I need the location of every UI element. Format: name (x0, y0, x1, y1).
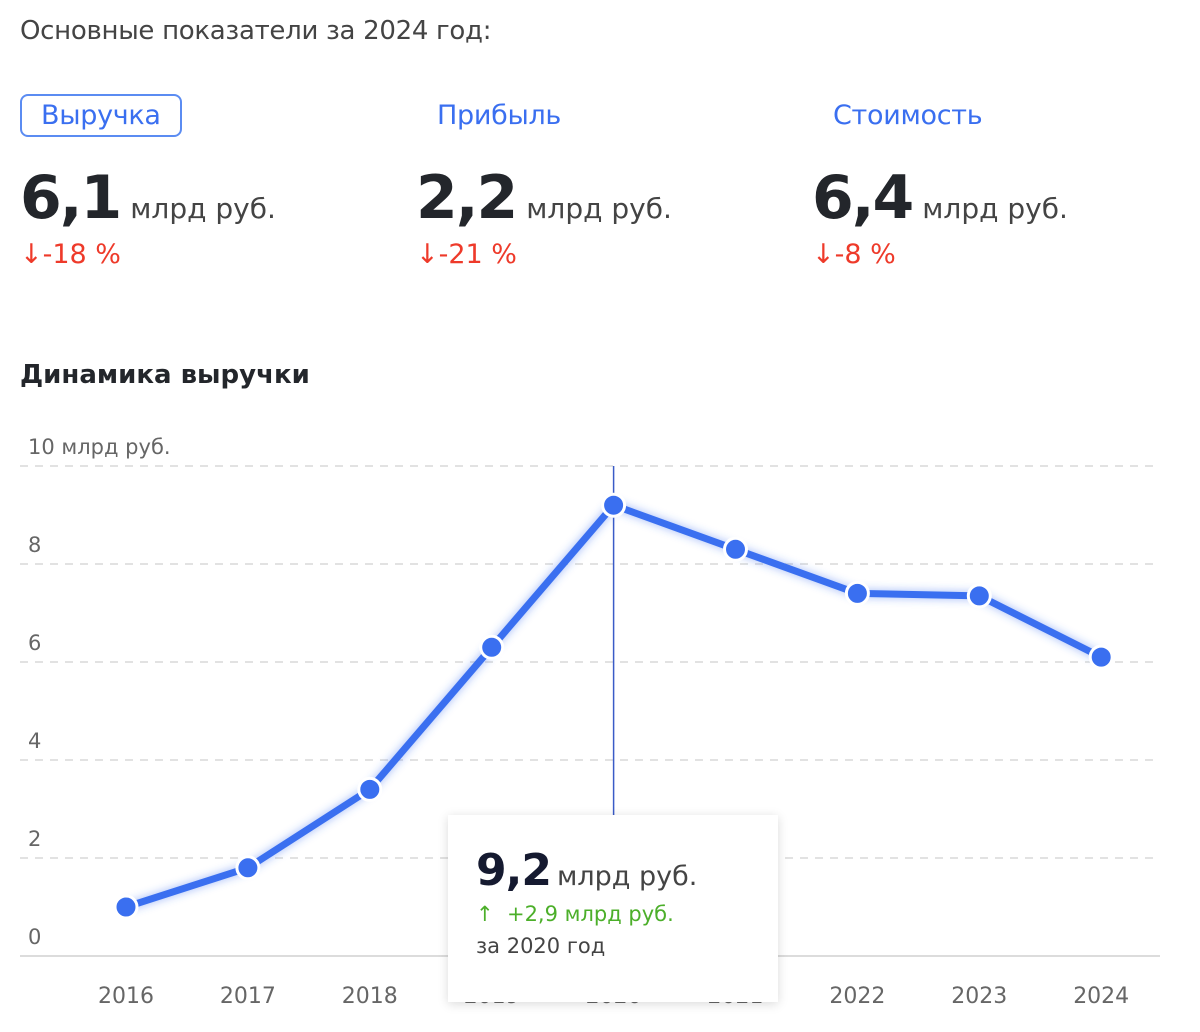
arrow-down-icon: ↓ (416, 239, 439, 270)
x-tick-label: 2024 (1073, 984, 1129, 1009)
x-tick-label: 2017 (220, 984, 276, 1009)
data-point (1088, 644, 1114, 670)
tab-revenue[interactable]: Выручка (20, 94, 182, 137)
data-point (357, 776, 383, 802)
data-point (479, 634, 505, 660)
y-tick-label: 2 (28, 827, 41, 851)
y-tick-label: 4 (28, 729, 41, 753)
data-point (601, 492, 627, 518)
data-point (723, 536, 748, 562)
arrow-down-icon: ↓ (812, 239, 835, 270)
tab-profit[interactable]: Прибыль (437, 100, 562, 131)
y-tick-label: 6 (28, 631, 41, 655)
metric-change: -8 % (834, 239, 896, 270)
arrow-up-icon: ↑ (476, 902, 494, 926)
metric-unit: млрд руб. (922, 192, 1068, 225)
data-point (844, 580, 870, 606)
data-point (966, 583, 992, 609)
metric-change: -21 % (438, 239, 517, 270)
tooltip-change: +2,9 млрд руб. (506, 902, 674, 926)
chart-tooltip: 9,2 млрд руб. ↑ +2,9 млрд руб. за 2020 го… (448, 815, 778, 1002)
metric-unit: млрд руб. (526, 192, 672, 225)
tab-cost[interactable]: Стоимость (833, 100, 983, 131)
data-point (235, 855, 261, 881)
y-tick-label: 8 (28, 533, 41, 557)
y-axis-label: 10 млрд руб. (28, 435, 171, 459)
metric-unit: млрд руб. (130, 192, 276, 225)
metric-value: 6,4 (812, 163, 914, 233)
x-tick-label: 2022 (829, 984, 885, 1009)
tooltip-period: за 2020 год (476, 934, 606, 958)
metric-revenue: Выручка 6,1 млрд руб. ↓-18 % (20, 94, 276, 270)
metric-value: 6,1 (20, 163, 122, 233)
y-tick-label: 0 (28, 925, 41, 949)
metric-value-cost: Стоимость 6,4 млрд руб. ↓-8 % (812, 94, 1068, 270)
page-title: Основные показатели за 2024 год: (20, 16, 492, 46)
x-tick-label: 2018 (342, 984, 398, 1009)
metric-change: -18 % (42, 239, 121, 270)
tooltip-unit: млрд руб. (556, 861, 698, 892)
chart-title: Динамика выручки (20, 360, 310, 390)
metric-profit: Прибыль 2,2 млрд руб. ↓-21 % (416, 94, 672, 270)
x-tick-label: 2023 (951, 984, 1007, 1009)
arrow-down-icon: ↓ (20, 239, 43, 270)
x-tick-label: 2016 (98, 984, 154, 1009)
data-point (113, 894, 139, 920)
tooltip-value: 9,2 (476, 845, 552, 896)
metric-value: 2,2 (416, 163, 518, 233)
